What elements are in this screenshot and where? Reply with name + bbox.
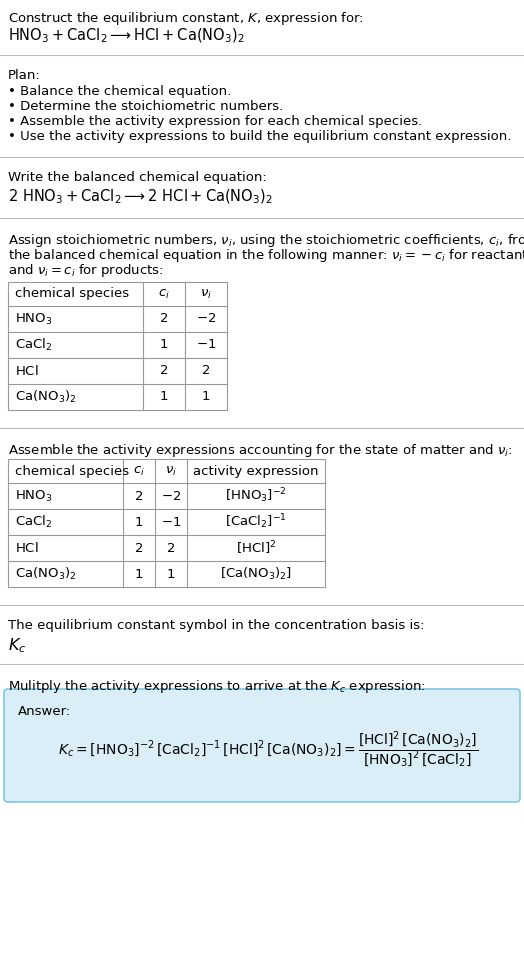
- Text: $\mathrm{Ca(NO_3)_2}$: $\mathrm{Ca(NO_3)_2}$: [15, 389, 77, 405]
- Text: • Use the activity expressions to build the equilibrium constant expression.: • Use the activity expressions to build …: [8, 130, 511, 143]
- Text: $-1$: $-1$: [161, 516, 181, 528]
- Text: Assemble the activity expressions accounting for the state of matter and $\nu_i$: Assemble the activity expressions accoun…: [8, 442, 512, 459]
- Text: $\mathrm{HNO_3}$: $\mathrm{HNO_3}$: [15, 488, 52, 503]
- Text: Answer:: Answer:: [18, 705, 71, 718]
- Text: • Balance the chemical equation.: • Balance the chemical equation.: [8, 85, 231, 98]
- Text: and $\nu_i = c_i$ for products:: and $\nu_i = c_i$ for products:: [8, 262, 163, 279]
- Bar: [8, 459, 325, 587]
- Text: $\mathrm{Ca(NO_3)_2}$: $\mathrm{Ca(NO_3)_2}$: [15, 566, 77, 582]
- Text: 1: 1: [167, 568, 175, 580]
- Text: $c_i$: $c_i$: [133, 464, 145, 478]
- Text: 1: 1: [160, 339, 168, 352]
- Text: 2: 2: [135, 489, 143, 503]
- Text: • Determine the stoichiometric numbers.: • Determine the stoichiometric numbers.: [8, 100, 283, 113]
- Text: 2: 2: [160, 364, 168, 378]
- Text: Write the balanced chemical equation:: Write the balanced chemical equation:: [8, 171, 267, 184]
- Text: $\mathrm{HNO_3}$: $\mathrm{HNO_3}$: [15, 312, 52, 327]
- Text: 1: 1: [160, 390, 168, 404]
- Text: $[\mathrm{HCl}]^{2}$: $[\mathrm{HCl}]^{2}$: [236, 539, 276, 557]
- Text: $-1$: $-1$: [196, 339, 216, 352]
- Text: the balanced chemical equation in the following manner: $\nu_i = -c_i$ for react: the balanced chemical equation in the fo…: [8, 247, 524, 264]
- Bar: [8, 282, 227, 410]
- Text: • Assemble the activity expression for each chemical species.: • Assemble the activity expression for e…: [8, 115, 422, 128]
- Text: $-2$: $-2$: [196, 313, 216, 325]
- Text: $-2$: $-2$: [161, 489, 181, 503]
- Text: $K_c$: $K_c$: [8, 636, 26, 655]
- Text: Plan:: Plan:: [8, 69, 41, 82]
- Text: $K_c = [\mathrm{HNO_3}]^{-2}\,[\mathrm{CaCl_2}]^{-1}\,[\mathrm{HCl}]^2\,[\mathrm: $K_c = [\mathrm{HNO_3}]^{-2}\,[\mathrm{C…: [58, 730, 478, 770]
- Text: chemical species: chemical species: [15, 464, 129, 478]
- Text: $\mathrm{2\ HNO_3 + CaCl_2 \longrightarrow 2\ HCl + Ca(NO_3)_2}$: $\mathrm{2\ HNO_3 + CaCl_2 \longrightarr…: [8, 188, 273, 206]
- Text: activity expression: activity expression: [193, 464, 319, 478]
- Text: $[\mathrm{CaCl_2}]^{-1}$: $[\mathrm{CaCl_2}]^{-1}$: [225, 513, 287, 531]
- Text: $\mathrm{CaCl_2}$: $\mathrm{CaCl_2}$: [15, 514, 52, 530]
- Text: $c_i$: $c_i$: [158, 288, 170, 300]
- Text: 2: 2: [202, 364, 210, 378]
- Text: 2: 2: [167, 542, 175, 554]
- Text: $\mathrm{HCl}$: $\mathrm{HCl}$: [15, 364, 39, 378]
- Text: 1: 1: [135, 568, 143, 580]
- Text: 1: 1: [202, 390, 210, 404]
- Text: $[\mathrm{Ca(NO_3)_2}]$: $[\mathrm{Ca(NO_3)_2}]$: [220, 566, 292, 582]
- FancyBboxPatch shape: [4, 689, 520, 802]
- Text: 2: 2: [135, 542, 143, 554]
- Text: The equilibrium constant symbol in the concentration basis is:: The equilibrium constant symbol in the c…: [8, 619, 424, 632]
- Text: $\mathrm{HNO_3 + CaCl_2 \longrightarrow HCl + Ca(NO_3)_2}$: $\mathrm{HNO_3 + CaCl_2 \longrightarrow …: [8, 27, 245, 45]
- Text: chemical species: chemical species: [15, 288, 129, 300]
- Text: 1: 1: [135, 516, 143, 528]
- Text: $\nu_i$: $\nu_i$: [165, 464, 177, 478]
- Text: $\nu_i$: $\nu_i$: [200, 288, 212, 300]
- Text: $\mathrm{HCl}$: $\mathrm{HCl}$: [15, 541, 39, 555]
- Text: $[\mathrm{HNO_3}]^{-2}$: $[\mathrm{HNO_3}]^{-2}$: [225, 486, 287, 505]
- Text: 2: 2: [160, 313, 168, 325]
- Text: Assign stoichiometric numbers, $\nu_i$, using the stoichiometric coefficients, $: Assign stoichiometric numbers, $\nu_i$, …: [8, 232, 524, 249]
- Text: Construct the equilibrium constant, $K$, expression for:: Construct the equilibrium constant, $K$,…: [8, 10, 364, 27]
- Text: $\mathrm{CaCl_2}$: $\mathrm{CaCl_2}$: [15, 337, 52, 353]
- Text: Mulitply the activity expressions to arrive at the $K_c$ expression:: Mulitply the activity expressions to arr…: [8, 678, 426, 695]
